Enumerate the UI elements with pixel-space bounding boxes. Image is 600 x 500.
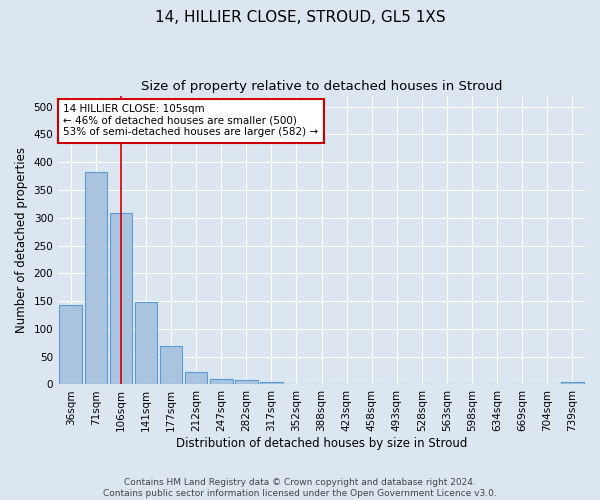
Y-axis label: Number of detached properties: Number of detached properties [15, 147, 28, 333]
Bar [185, 372, 208, 384]
Bar [235, 380, 257, 384]
Bar [110, 214, 132, 384]
Text: Contains HM Land Registry data © Crown copyright and database right 2024.
Contai: Contains HM Land Registry data © Crown c… [103, 478, 497, 498]
Bar [561, 382, 584, 384]
Text: 14 HILLIER CLOSE: 105sqm
← 46% of detached houses are smaller (500)
53% of semi-: 14 HILLIER CLOSE: 105sqm ← 46% of detach… [64, 104, 319, 138]
Bar [134, 302, 157, 384]
Bar [160, 346, 182, 385]
Bar [85, 172, 107, 384]
Text: 14, HILLIER CLOSE, STROUD, GL5 1XS: 14, HILLIER CLOSE, STROUD, GL5 1XS [155, 10, 445, 25]
Bar [260, 382, 283, 384]
X-axis label: Distribution of detached houses by size in Stroud: Distribution of detached houses by size … [176, 437, 467, 450]
Title: Size of property relative to detached houses in Stroud: Size of property relative to detached ho… [141, 80, 502, 93]
Bar [59, 305, 82, 384]
Bar [210, 379, 233, 384]
